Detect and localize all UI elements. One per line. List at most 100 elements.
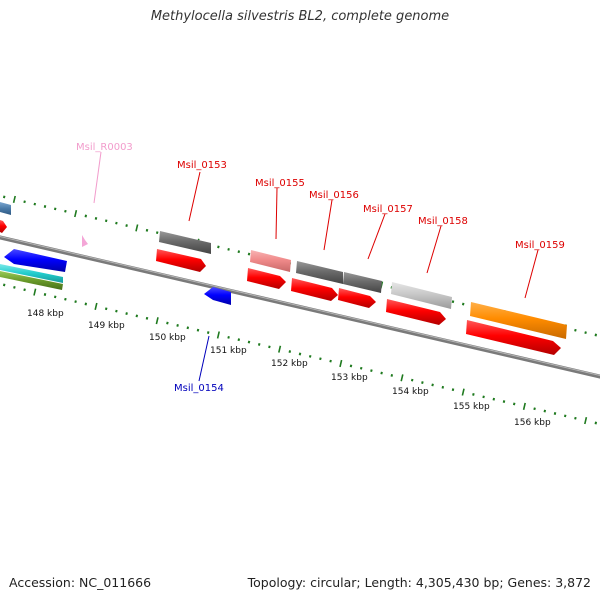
feature-pink-0155[interactable] xyxy=(250,250,291,272)
inner-track-minor-tick xyxy=(482,395,485,399)
gene-label-msil-0154[interactable]: Msil_0154 xyxy=(174,383,224,394)
inner-track-minor-tick xyxy=(257,343,261,346)
inner-track-minor-tick xyxy=(370,369,373,373)
inner-track-minor-tick xyxy=(502,400,506,404)
inner-track-minor-tick xyxy=(594,421,598,425)
feature-steelblue[interactable] xyxy=(0,202,11,215)
gene-label-msil-0158[interactable]: Msil_0158 xyxy=(418,216,468,227)
inner-track-minor-tick xyxy=(349,364,353,368)
inner-track-minor-tick xyxy=(329,359,332,363)
backbone-highlight xyxy=(0,235,600,377)
callout-line-msil-0153 xyxy=(188,171,201,222)
inner-track-minor-tick xyxy=(512,402,516,406)
inner-track-minor-tick xyxy=(298,352,302,356)
inner-track-minor-tick xyxy=(359,366,363,370)
outer-track-minor-tick xyxy=(227,247,230,251)
inner-track-major-tick xyxy=(461,388,465,396)
inner-track-minor-tick xyxy=(53,295,57,299)
callout-line-msil-0159 xyxy=(524,249,539,299)
feature-gray-0156[interactable] xyxy=(296,261,343,284)
feature-rna-msil-r0003[interactable] xyxy=(82,235,88,247)
inner-track-minor-tick xyxy=(237,338,241,342)
feature-red-0153[interactable] xyxy=(156,249,206,272)
outer-track-minor-tick xyxy=(2,195,6,199)
feature-red-0157[interactable] xyxy=(338,288,376,308)
outer-track-minor-tick xyxy=(33,202,37,206)
inner-track-major-tick xyxy=(155,317,159,325)
callout-line-msil-0156 xyxy=(323,199,333,251)
callout-line-msil-r0003 xyxy=(93,151,102,204)
tick-label-155: 155 kbp xyxy=(453,402,490,412)
inner-track-minor-tick xyxy=(380,371,383,375)
callout-line-msil-0155 xyxy=(275,187,278,240)
feature-red-0155[interactable] xyxy=(247,268,286,289)
feature-red-0159[interactable] xyxy=(466,320,561,355)
feature-gray-0153[interactable] xyxy=(159,231,211,254)
gene-label-msil-0153[interactable]: Msil_0153 xyxy=(177,160,227,171)
inner-track-minor-tick xyxy=(431,383,434,387)
feature-gray-0157[interactable] xyxy=(343,272,382,293)
inner-track-minor-tick xyxy=(451,388,455,392)
outer-track-minor-tick xyxy=(43,205,47,208)
coordinate-labels: 148 kbp 149 kbp 150 kbp 151 kbp 152 kbp … xyxy=(27,309,551,428)
inner-track-minor-tick xyxy=(472,393,475,396)
inner-track-major-tick xyxy=(94,302,98,310)
inner-track-minor-tick xyxy=(166,321,169,325)
outer-track-minor-tick xyxy=(115,221,118,225)
tick-label-149: 149 kbp xyxy=(88,321,125,331)
inner-track-minor-tick xyxy=(319,357,322,361)
inner-track-major-tick xyxy=(216,331,220,339)
tick-label-154: 154 kbp xyxy=(392,387,429,397)
genome-summary-text: Topology: circular; Length: 4,305,430 bp… xyxy=(247,575,591,590)
inner-track-minor-tick xyxy=(206,331,210,334)
inner-track-minor-tick xyxy=(115,309,118,313)
gene-label-msil-r0003[interactable]: Msil_R0003 xyxy=(76,142,133,153)
tick-label-156: 156 kbp xyxy=(514,418,551,428)
inner-track-minor-tick xyxy=(574,416,577,420)
outer-track-minor-tick xyxy=(104,219,108,223)
outer-track-major-tick xyxy=(135,224,139,232)
outer-track-minor-tick xyxy=(155,231,159,235)
gene-label-msil-0155[interactable]: Msil_0155 xyxy=(255,178,305,189)
outer-track-minor-tick xyxy=(574,328,577,332)
gene-label-msil-0159[interactable]: Msil_0159 xyxy=(515,240,565,251)
inner-track-minor-tick xyxy=(268,345,271,349)
inner-track-minor-tick xyxy=(563,414,567,418)
inner-track-minor-tick xyxy=(135,314,139,318)
feature-blue-reverse[interactable] xyxy=(4,249,67,272)
inner-track-minor-tick xyxy=(533,407,536,411)
accession-text: Accession: NC_011666 xyxy=(9,575,152,590)
outer-track-minor-tick xyxy=(461,302,465,306)
inner-track-major-tick xyxy=(522,402,526,410)
feature-red-0158[interactable] xyxy=(386,299,446,325)
inner-track-minor-tick xyxy=(410,378,414,382)
inner-track-minor-tick xyxy=(186,326,190,330)
tick-label-150: 150 kbp xyxy=(149,333,186,343)
gene-labels: Msil_R0003 Msil_0153 Msil_0154 Msil_0155… xyxy=(76,142,565,394)
outer-track-minor-tick xyxy=(94,216,98,220)
inner-track-major-tick xyxy=(584,417,588,425)
inner-track-minor-tick xyxy=(441,385,445,389)
inner-track-minor-tick xyxy=(196,328,200,332)
feature-red-left[interactable] xyxy=(0,220,7,233)
inner-track-minor-tick xyxy=(84,302,88,306)
left-edge-features xyxy=(0,202,67,290)
inner-track-minor-tick xyxy=(64,297,67,301)
gene-label-msil-0156[interactable]: Msil_0156 xyxy=(309,190,359,201)
feature-blue-0154[interactable] xyxy=(204,287,231,305)
inner-track-minor-tick xyxy=(227,335,230,339)
feature-cyan[interactable] xyxy=(0,264,63,283)
inner-track-minor-tick xyxy=(176,324,179,327)
outer-track-minor-tick xyxy=(64,209,67,213)
feature-orange-0159[interactable] xyxy=(470,302,567,339)
tick-label-151: 151 kbp xyxy=(210,346,247,356)
feature-lightgray-0158[interactable] xyxy=(391,282,452,309)
feature-red-0156[interactable] xyxy=(291,278,338,301)
inner-track-minor-tick xyxy=(492,397,496,401)
callout-line-msil-0157 xyxy=(367,213,386,260)
outer-track-minor-tick xyxy=(584,331,587,335)
feature-olive[interactable] xyxy=(0,271,63,290)
gene-label-msil-0157[interactable]: Msil_0157 xyxy=(363,204,413,215)
outer-track-major-tick xyxy=(74,210,78,218)
tick-label-153: 153 kbp xyxy=(331,373,368,383)
